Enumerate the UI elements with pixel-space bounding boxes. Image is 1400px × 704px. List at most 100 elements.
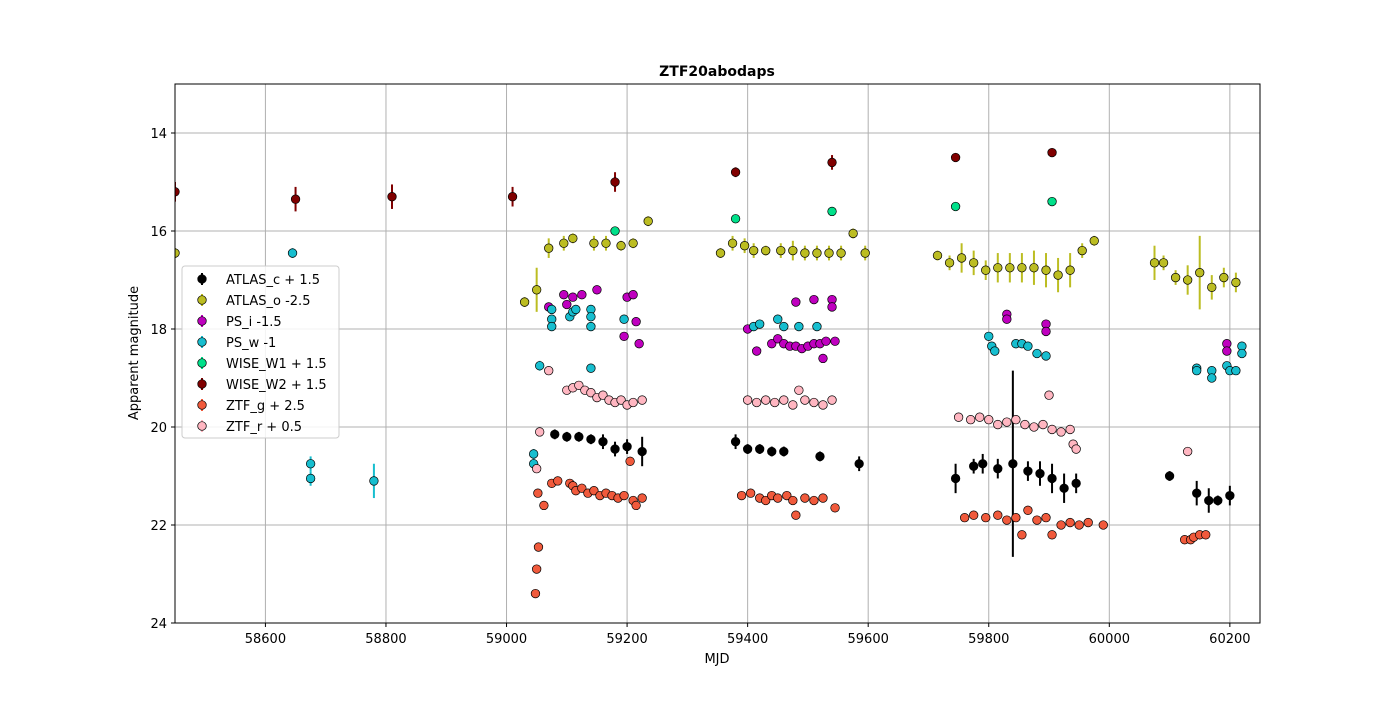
data-point (969, 258, 979, 268)
legend-label: ZTF_r + 0.5 (226, 420, 302, 435)
data-point (610, 444, 620, 454)
data-point (1170, 272, 1181, 283)
data-point (622, 441, 632, 452)
data-point (387, 192, 397, 202)
data-point (1044, 390, 1054, 400)
series-wise-w2-1-5 (175, 147, 1057, 212)
data-point (1065, 265, 1075, 275)
data-point (1213, 495, 1223, 506)
data-point (586, 434, 596, 444)
data-point (175, 248, 180, 258)
data-point (791, 510, 801, 520)
data-point (1098, 520, 1108, 530)
legend-marker (197, 274, 207, 284)
data-point (978, 459, 988, 469)
data-point (827, 157, 837, 168)
data-point (589, 238, 599, 248)
data-point (1065, 517, 1075, 528)
data-point (975, 412, 985, 422)
data-point (586, 388, 596, 398)
legend: ATLAS_c + 1.5 ATLAS_o -2.5 PS_i -1.5 PS_w -… (181, 265, 340, 439)
data-point (993, 419, 1003, 430)
data-point (631, 317, 641, 327)
data-point (761, 395, 771, 405)
data-point (530, 588, 541, 599)
ticks-layer: 58600 58800 59000 59200 59400 59600 59800 60000… (150, 127, 1250, 647)
data-point (830, 503, 840, 513)
series-wise-w1-1-5 (610, 196, 1057, 236)
data-point (532, 464, 542, 474)
legend-marker (197, 358, 207, 368)
x-tick-label: 60000 (1089, 632, 1130, 647)
data-point (631, 500, 641, 511)
data-point (535, 361, 545, 371)
data-point (730, 214, 741, 224)
data-point (634, 339, 644, 349)
data-point (1083, 517, 1093, 528)
legend-item: ZTF_g + 2.5 (197, 399, 305, 414)
x-tick-label: 59800 (968, 632, 1009, 647)
data-point (559, 238, 569, 248)
series-layer (175, 147, 1247, 599)
data-point (742, 444, 753, 454)
data-point (539, 500, 549, 511)
data-point (848, 228, 858, 239)
data-point (1008, 459, 1018, 469)
data-point (519, 297, 530, 307)
data-point (788, 400, 798, 410)
data-point (1011, 513, 1021, 523)
legend-item: ATLAS_o -2.5 (197, 294, 310, 309)
data-point (610, 177, 620, 187)
data-point (770, 397, 780, 408)
data-point (824, 248, 834, 258)
legend-item: PS_w -1 (197, 336, 276, 351)
data-point (773, 334, 783, 344)
data-point (598, 437, 608, 447)
data-point (812, 321, 822, 332)
data-point (755, 444, 765, 454)
data-point (1005, 263, 1015, 273)
data-point (625, 456, 635, 466)
data-point (767, 339, 777, 349)
data-point (601, 238, 611, 248)
data-point (637, 493, 647, 503)
y-tick-label: 14 (150, 127, 167, 142)
series-ztf-g-2-5 (530, 456, 1211, 599)
data-point (749, 245, 759, 256)
data-point (1207, 373, 1217, 383)
data-point (800, 493, 810, 503)
legend-marker (197, 316, 207, 326)
data-point (1047, 473, 1057, 484)
legend-label: WISE_W1 + 1.5 (226, 357, 327, 372)
y-tick-label: 24 (150, 617, 167, 632)
data-point (830, 336, 840, 346)
x-tick-label: 58600 (245, 632, 286, 647)
data-point (532, 285, 542, 295)
data-point (1011, 415, 1021, 425)
data-point (815, 451, 825, 462)
data-point (809, 397, 819, 408)
data-point (1017, 530, 1027, 540)
data-point (791, 297, 801, 307)
x-axis-label: MJD (704, 652, 729, 667)
data-point (984, 415, 994, 425)
data-point (932, 250, 943, 261)
data-point (1059, 483, 1069, 493)
data-point (586, 321, 596, 332)
data-point (984, 331, 994, 342)
data-point (818, 353, 828, 364)
data-point (628, 238, 638, 248)
data-point (637, 446, 647, 457)
legend-label: ATLAS_o -2.5 (226, 294, 310, 309)
data-point (836, 248, 846, 258)
data-point (761, 245, 771, 256)
series-ps-i-1-5 (544, 285, 1232, 364)
data-point (628, 397, 638, 408)
data-point (788, 245, 798, 256)
legend-label: WISE_W2 + 1.5 (226, 378, 327, 393)
data-point (610, 226, 620, 236)
data-point (730, 167, 741, 177)
data-point (944, 258, 955, 268)
data-point (779, 395, 789, 405)
data-point (589, 486, 599, 496)
